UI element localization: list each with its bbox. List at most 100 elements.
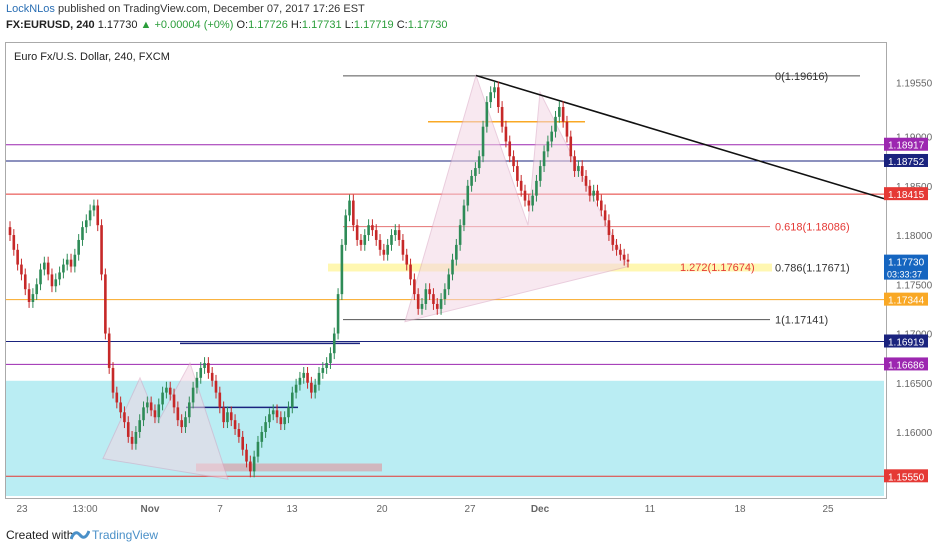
candle-body (584, 175, 588, 186)
candle-body (43, 262, 46, 270)
candle-body (420, 303, 424, 309)
open-label: O: (236, 19, 249, 31)
candle-body (245, 449, 248, 462)
price-tag-label: 1.18415 (888, 190, 925, 201)
candle-body (500, 107, 504, 127)
candle-body (588, 185, 592, 196)
candle-body (233, 420, 237, 430)
candle-body (279, 417, 283, 425)
candle-body (142, 407, 145, 421)
candle-body (203, 363, 206, 368)
tradingview-logo-icon[interactable] (70, 527, 90, 543)
candle-body (184, 417, 187, 428)
candle-body (287, 407, 290, 418)
candle-body (577, 166, 580, 172)
candle-body (268, 414, 271, 423)
candle-body (439, 299, 443, 309)
close-value: 1.17730 (407, 19, 448, 31)
price-tag (884, 334, 928, 348)
high-label: H: (290, 19, 302, 31)
x-tick-label: 20 (376, 504, 388, 515)
candle-body (580, 166, 584, 176)
fib-label: 1.272(1.17674) (680, 262, 755, 274)
ohlc-line: FX:EURUSD, 240 1.17730 ▲ +0.00004 (+0%) … (6, 19, 448, 31)
low-label: L: (344, 19, 354, 31)
price-tag (884, 469, 928, 483)
candle-body (428, 289, 431, 295)
candle-body (359, 239, 363, 245)
candle-body (168, 387, 172, 395)
x-tick-label: 7 (217, 504, 223, 515)
candle-body (329, 353, 332, 364)
candle-body (214, 380, 218, 393)
candle-body (462, 205, 466, 226)
candle-body (550, 131, 554, 142)
last-price: 1.17730 (97, 19, 138, 31)
candle-body (455, 244, 458, 260)
candle-body (264, 422, 267, 432)
candle-body (73, 254, 77, 267)
candle-body (622, 254, 626, 260)
tradingview-brand-link[interactable]: TradingView (92, 528, 159, 542)
price-tag-label: 1.16686 (888, 360, 925, 371)
candle-body (107, 333, 111, 368)
candle-body (20, 264, 23, 275)
author-link[interactable]: LockNLos (6, 3, 55, 15)
candle-body (619, 249, 622, 255)
created-with-text: Created with (6, 528, 74, 542)
price-tag (884, 153, 928, 167)
candle-body (405, 254, 409, 265)
candle-body (435, 303, 439, 309)
candle-body (367, 225, 370, 236)
candle-body (466, 185, 470, 206)
candle-body (382, 249, 386, 255)
grey-zone (196, 463, 382, 472)
high-value: 1.17731 (301, 19, 342, 31)
candle-body (565, 121, 569, 137)
candle-body (222, 407, 225, 423)
fib-label: 0.786(1.17671) (775, 262, 850, 274)
y-tick-label: 1.19550 (896, 78, 932, 89)
candle-body (81, 227, 84, 240)
candle-body (558, 107, 561, 117)
candle-body (172, 394, 176, 408)
candle-body (249, 461, 252, 472)
price-chart[interactable]: 0(1.19616) 0.618(1.18086) 0.786(1.17671) 1.… (0, 0, 932, 522)
candle-body (496, 87, 500, 108)
candle-body (100, 225, 103, 275)
harmonic-pattern-2 (404, 73, 629, 323)
candle-body (149, 402, 153, 411)
candle-body (592, 190, 595, 196)
candle-body (176, 407, 180, 421)
x-tick-label: Dec (531, 504, 550, 515)
candle-body (275, 410, 279, 418)
candle-body (516, 166, 519, 181)
candle-body (393, 230, 397, 236)
candle-body (191, 387, 195, 403)
candle-body (310, 382, 313, 393)
candle-body (39, 269, 42, 285)
candle-body (546, 141, 550, 152)
price-tag-label: 1.17344 (888, 296, 925, 307)
candle-body (187, 402, 191, 418)
x-tick-label: Nov (141, 504, 160, 515)
candle-body (161, 392, 164, 405)
candle-body (374, 230, 378, 240)
candle-body (340, 244, 344, 295)
candle-body (401, 239, 405, 255)
x-tick-label: 23 (16, 504, 28, 515)
candle-body (386, 244, 389, 255)
fib-label: 0.618(1.18086) (775, 222, 850, 234)
candle-body (123, 412, 126, 423)
candle-body (458, 225, 462, 245)
candle-body (115, 392, 119, 403)
candle-body (519, 180, 523, 191)
candle-body (65, 259, 69, 265)
candle-body (218, 392, 222, 408)
y-tick-label: 1.17500 (896, 280, 932, 291)
candle-body (538, 166, 542, 181)
price-tag-label: 1.15550 (888, 472, 925, 483)
candle-body (294, 384, 298, 393)
candle-body (252, 456, 256, 472)
candle-body (607, 220, 611, 236)
